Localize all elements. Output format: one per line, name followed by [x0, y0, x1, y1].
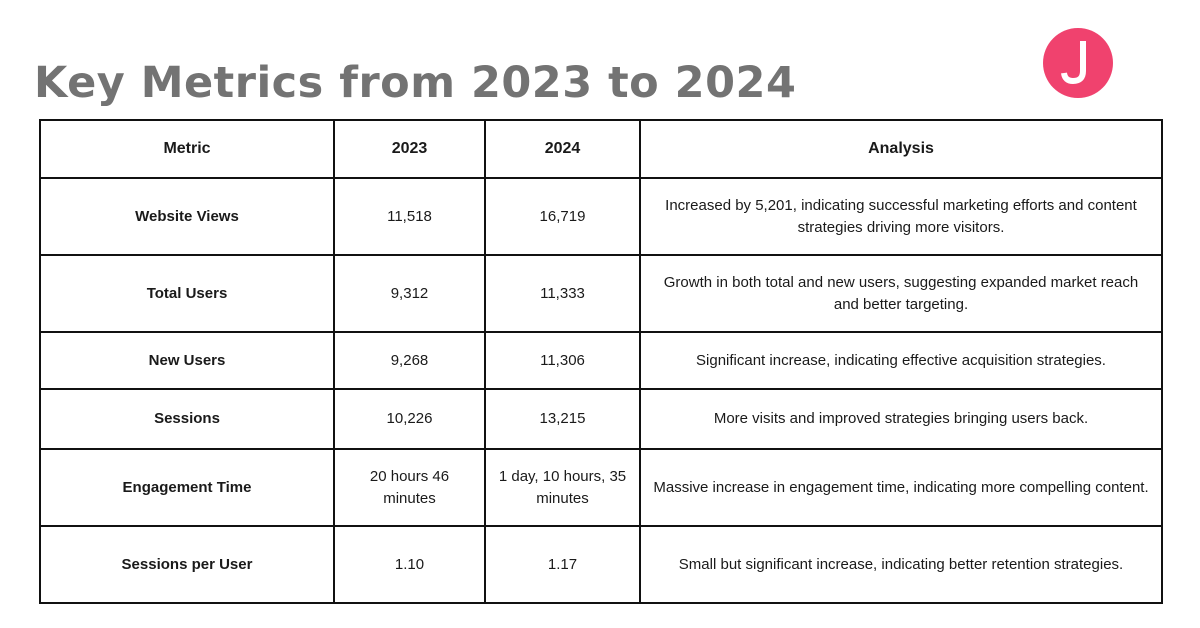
metric-name: Website Views: [39, 177, 335, 256]
header-analysis: Analysis: [639, 119, 1163, 179]
analysis-text: Small but significant increase, indicati…: [639, 525, 1163, 604]
analysis-text: Increased by 5,201, indicating successfu…: [639, 177, 1163, 256]
value-2024: 13,215: [484, 388, 641, 450]
table-row: Sessions per User 1.10 1.17 Small but si…: [39, 525, 1163, 604]
analysis-text: Significant increase, indicating effecti…: [639, 331, 1163, 390]
value-2024: 1 day, 10 hours, 35 minutes: [484, 448, 641, 527]
table-header-row: Metric 2023 2024 Analysis: [39, 119, 1163, 179]
value-2024: 16,719: [484, 177, 641, 256]
value-2023: 1.10: [333, 525, 486, 604]
value-2023: 20 hours 46 minutes: [333, 448, 486, 527]
table-row: Engagement Time 20 hours 46 minutes 1 da…: [39, 448, 1163, 527]
value-2023: 10,226: [333, 388, 486, 450]
table-row: Total Users 9,312 11,333 Growth in both …: [39, 254, 1163, 333]
header-metric: Metric: [39, 119, 335, 179]
metric-name: Sessions per User: [39, 525, 335, 604]
value-2023: 9,268: [333, 331, 486, 390]
analysis-text: Growth in both total and new users, sugg…: [639, 254, 1163, 333]
value-2024: 11,306: [484, 331, 641, 390]
header-2023: 2023: [333, 119, 486, 179]
metric-name: Sessions: [39, 388, 335, 450]
table-row: New Users 9,268 11,306 Significant incre…: [39, 331, 1163, 390]
value-2023: 9,312: [333, 254, 486, 333]
value-2024: 1.17: [484, 525, 641, 604]
header-2024: 2024: [484, 119, 641, 179]
j-logo-icon: [1043, 28, 1113, 98]
analysis-text: Massive increase in engagement time, ind…: [639, 448, 1163, 527]
metric-name: Engagement Time: [39, 448, 335, 527]
page-title: Key Metrics from 2023 to 2024: [34, 58, 797, 108]
value-2023: 11,518: [333, 177, 486, 256]
metrics-table: Metric 2023 2024 Analysis Website Views …: [39, 119, 1163, 604]
metric-name: Total Users: [39, 254, 335, 333]
analysis-text: More visits and improved strategies brin…: [639, 388, 1163, 450]
table-row: Website Views 11,518 16,719 Increased by…: [39, 177, 1163, 256]
metric-name: New Users: [39, 331, 335, 390]
table-row: Sessions 10,226 13,215 More visits and i…: [39, 388, 1163, 450]
value-2024: 11,333: [484, 254, 641, 333]
